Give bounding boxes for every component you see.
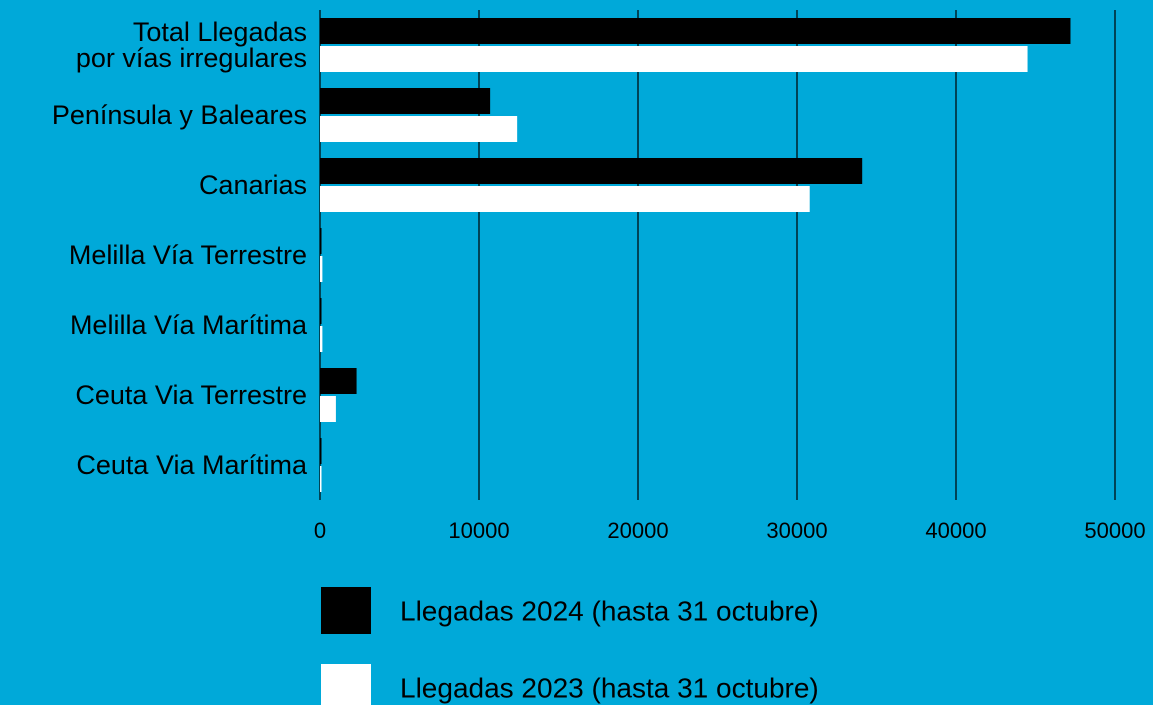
bar bbox=[320, 228, 322, 254]
x-tick-label: 30000 bbox=[766, 518, 827, 543]
legend-swatch bbox=[321, 587, 371, 634]
bar bbox=[320, 186, 810, 212]
x-tick-label: 0 bbox=[314, 518, 326, 543]
bar bbox=[320, 326, 323, 352]
x-tick-label: 50000 bbox=[1084, 518, 1145, 543]
x-tick-label: 20000 bbox=[607, 518, 668, 543]
category-label: Canarias bbox=[198, 170, 307, 200]
bar bbox=[320, 368, 357, 394]
x-tick-label: 10000 bbox=[448, 518, 509, 543]
category-label: Melilla Vía Marítima bbox=[69, 310, 307, 340]
bar bbox=[320, 46, 1028, 72]
category-label: Península y Baleares bbox=[51, 100, 307, 130]
category-label: Melilla Vía Terrestre bbox=[68, 240, 307, 270]
bar bbox=[320, 88, 491, 114]
bar bbox=[320, 298, 322, 324]
bar bbox=[320, 466, 322, 492]
bar bbox=[320, 158, 863, 184]
bar bbox=[320, 438, 322, 464]
category-label: Ceuta Via Marítima bbox=[76, 450, 307, 480]
legend-label: Llegadas 2024 (hasta 31 octubre) bbox=[400, 595, 819, 626]
legend-swatch bbox=[321, 664, 371, 705]
category-label: Total Llegadas por vías irregulares bbox=[75, 17, 307, 73]
x-tick-label: 40000 bbox=[925, 518, 986, 543]
bar bbox=[320, 256, 323, 282]
bar bbox=[320, 18, 1071, 44]
legend-label: Llegadas 2023 (hasta 31 octubre) bbox=[400, 672, 819, 703]
category-label: Ceuta Via Terrestre bbox=[75, 380, 307, 410]
bar bbox=[320, 116, 518, 142]
bar bbox=[320, 396, 336, 422]
